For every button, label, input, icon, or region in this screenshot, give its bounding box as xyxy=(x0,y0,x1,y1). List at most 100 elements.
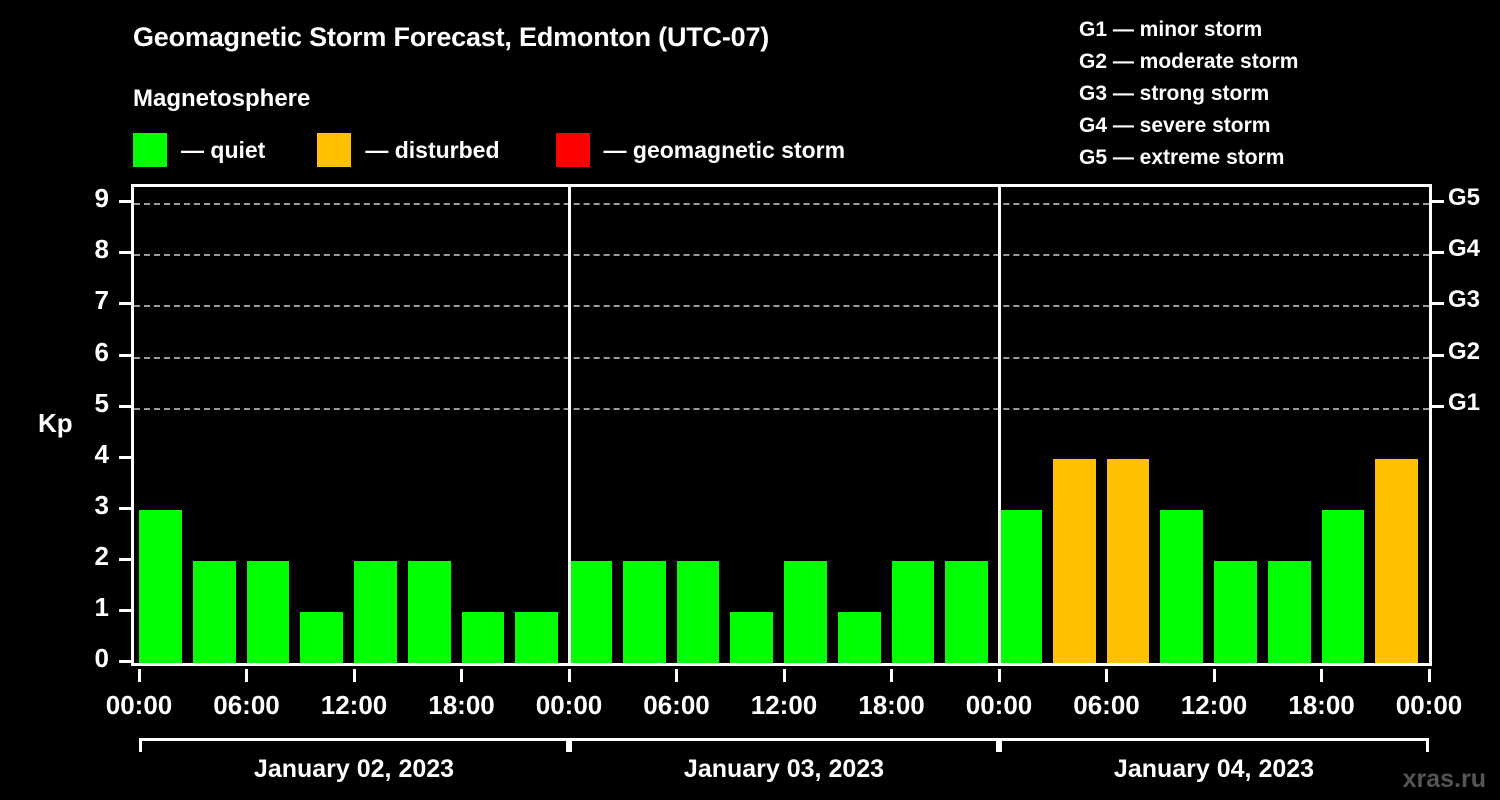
bar xyxy=(891,560,935,663)
y-tick-3 xyxy=(119,506,131,510)
y-tick-8 xyxy=(119,251,131,255)
y-tick-label-4: 4 xyxy=(94,438,109,469)
bar xyxy=(246,560,290,663)
bar xyxy=(407,560,451,663)
y-tick-label-8: 8 xyxy=(94,234,109,265)
y-tick-4 xyxy=(119,455,131,459)
y-tick-0 xyxy=(119,660,131,663)
day-bracket xyxy=(569,738,999,752)
y-tick-9 xyxy=(119,200,131,204)
x-tick-label-1: 06:00 xyxy=(213,690,280,720)
y-tick-label-1: 1 xyxy=(94,591,109,622)
x-tick-8 xyxy=(997,669,1001,682)
legend-item-quiet: — quiet xyxy=(133,133,265,167)
gridline-kp-7 xyxy=(134,305,1429,308)
y-tick-label-7: 7 xyxy=(94,285,109,316)
g-scale-item-g4: G4 — severe storm xyxy=(1079,114,1271,137)
x-tick-1 xyxy=(245,669,248,682)
disturbed-swatch-icon xyxy=(317,133,352,167)
watermark: xras.ru xyxy=(1402,765,1486,793)
x-tick-11 xyxy=(1320,669,1323,682)
x-tick-label-7: 18:00 xyxy=(858,690,925,720)
x-tick-label-4: 00:00 xyxy=(535,690,603,720)
g-scale-item-g2: G2 — moderate storm xyxy=(1079,50,1299,73)
g-scale-legend: G1 — minor storm G2 — moderate storm G3 … xyxy=(1079,14,1298,174)
x-tick-label-11: 18:00 xyxy=(1288,690,1355,720)
legend-label-quiet: — quiet xyxy=(181,136,266,163)
x-tick-label-2: 12:00 xyxy=(320,690,388,720)
bar xyxy=(1267,560,1311,663)
plot-area xyxy=(131,184,1432,666)
g-tick-G3 xyxy=(1432,302,1444,306)
bar xyxy=(1052,458,1096,663)
x-tick-label-12: 00:00 xyxy=(1395,690,1463,720)
x-tick-label-5: 06:00 xyxy=(643,690,710,720)
bar xyxy=(676,560,720,663)
bar xyxy=(730,611,773,663)
bar xyxy=(837,611,881,663)
day-label: January 02, 2023 xyxy=(253,755,455,783)
g-axis-label-G3: G3 xyxy=(1448,286,1481,314)
day-label: January 03, 2023 xyxy=(683,755,885,783)
bar xyxy=(569,560,612,663)
x-tick-label-8: 00:00 xyxy=(965,690,1033,720)
x-tick-label-0: 00:00 xyxy=(105,690,173,720)
x-tick-label-6: 12:00 xyxy=(750,690,818,720)
gridline-kp-6 xyxy=(134,356,1429,359)
g-scale-item-g3: G3 — strong storm xyxy=(1079,82,1270,105)
day-bracket xyxy=(139,738,569,752)
g-tick-G5 xyxy=(1432,200,1444,204)
legend-item-storm: — geomagnetic storm xyxy=(555,133,845,167)
bar xyxy=(1106,458,1150,663)
day-separator xyxy=(567,187,571,663)
g-axis-label-G2: G2 xyxy=(1448,337,1481,365)
bar xyxy=(300,611,343,663)
y-tick-label-3: 3 xyxy=(94,489,109,520)
x-tick-9 xyxy=(1105,669,1108,682)
day-separator xyxy=(997,187,1001,663)
x-tick-label-9: 06:00 xyxy=(1073,690,1140,720)
g-tick-G2 xyxy=(1432,353,1444,357)
g-scale-item-g5: G5 — extreme storm xyxy=(1079,146,1285,169)
bar xyxy=(1321,509,1365,663)
bar xyxy=(1160,509,1203,663)
bar xyxy=(461,611,505,663)
g-axis-label-G4: G4 xyxy=(1448,235,1481,263)
gridline-kp-9 xyxy=(134,203,1429,206)
g-tick-G1 xyxy=(1432,404,1444,408)
x-tick-0 xyxy=(137,669,141,682)
y-tick-label-2: 2 xyxy=(94,540,109,571)
x-tick-6 xyxy=(782,669,786,682)
x-tick-2 xyxy=(352,669,356,682)
bar xyxy=(1214,560,1257,663)
bar xyxy=(622,560,666,663)
x-tick-3 xyxy=(460,669,463,682)
y-tick-7 xyxy=(119,302,131,306)
x-tick-12 xyxy=(1427,669,1431,682)
g-axis-label-G1: G1 xyxy=(1448,388,1481,416)
y-tick-5 xyxy=(119,404,131,408)
bar xyxy=(192,560,236,663)
day-bracket xyxy=(999,738,1429,752)
y-tick-1 xyxy=(119,608,131,612)
x-tick-10 xyxy=(1212,669,1216,682)
g-scale-item-g1: G1 — minor storm xyxy=(1079,18,1263,41)
x-tick-label-3: 18:00 xyxy=(428,690,495,720)
page-title: Geomagnetic Storm Forecast, Edmonton (UT… xyxy=(133,22,770,52)
bar xyxy=(784,560,827,663)
legend-label-disturbed: — disturbed xyxy=(365,136,500,163)
magnetosphere-label: Magnetosphere xyxy=(133,85,311,112)
y-axis-title: Kp xyxy=(38,408,73,438)
plot-inner xyxy=(134,187,1429,663)
y-tick-label-5: 5 xyxy=(94,387,109,418)
magnetosphere-legend: — quiet — disturbed — geomagnetic storm xyxy=(133,132,845,168)
bar xyxy=(945,560,988,663)
bar xyxy=(515,611,558,663)
y-tick-label-0: 0 xyxy=(94,643,109,673)
y-tick-label-6: 6 xyxy=(94,336,109,367)
x-tick-label-10: 12:00 xyxy=(1180,690,1248,720)
x-tick-4 xyxy=(567,669,571,682)
g-tick-G4 xyxy=(1432,251,1444,255)
gridline-kp-8 xyxy=(134,254,1429,257)
